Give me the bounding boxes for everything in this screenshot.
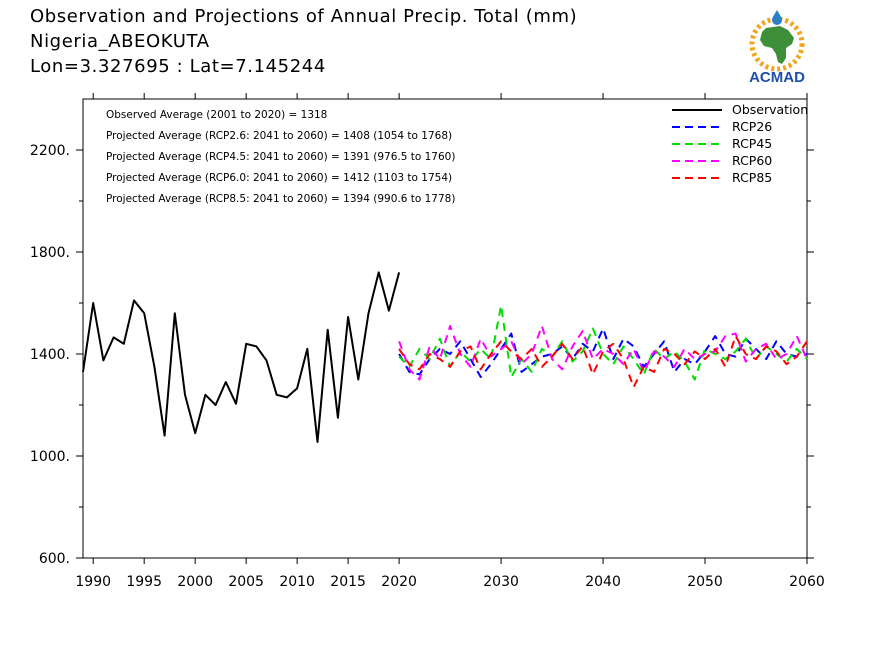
acmad-logo: ACMAD <box>749 10 805 86</box>
axis-ticks <box>76 93 814 564</box>
x-tick-label: 2010 <box>279 574 315 590</box>
x-tick-label: 1990 <box>75 574 111 590</box>
series-line-rcp45 <box>398 304 808 381</box>
chart-legend: Observation RCP26 RCP45 RCP60 RCP85 <box>672 102 808 185</box>
chart-annotations: Observed Average (2001 to 2020) = 1318 Pr… <box>106 109 455 205</box>
plot-frame <box>82 98 808 559</box>
annotation-text: Observed Average (2001 to 2020) = 1318 <box>106 109 327 121</box>
legend-label-rcp60: RCP60 <box>732 153 772 168</box>
y-tick-label: 2200. <box>30 143 70 159</box>
legend-label-rcp45: RCP45 <box>732 136 772 151</box>
sun-rays-icon <box>749 16 805 72</box>
acmad-logo-text: ACMAD <box>749 69 805 86</box>
chart-title-line-1: Observation and Projections of Annual Pr… <box>30 6 578 27</box>
annotation-text: Projected Average (RCP8.5: 2041 to 2060)… <box>106 193 455 205</box>
x-tick-label: 2020 <box>381 574 417 590</box>
y-tick-label: 1800. <box>30 245 70 261</box>
x-tick-label: 2060 <box>789 574 825 590</box>
legend-label-observation: Observation <box>732 102 808 117</box>
series-line-rcp26 <box>398 327 808 378</box>
annotation-text: Projected Average (RCP4.5: 2041 to 2060)… <box>106 151 455 163</box>
series-line-observation <box>82 271 401 443</box>
x-tick-label: 2005 <box>228 574 264 590</box>
x-tick-label: 2015 <box>330 574 366 590</box>
series-line-rcp85 <box>398 335 808 389</box>
annotation-text: Projected Average (RCP6.0: 2041 to 2060)… <box>106 172 452 184</box>
water-drop-icon <box>772 10 782 25</box>
legend-label-rcp85: RCP85 <box>732 170 772 185</box>
x-tick-label: 2050 <box>687 574 723 590</box>
africa-map-icon <box>760 26 794 64</box>
data-series <box>82 271 808 443</box>
x-tick-label: 2040 <box>585 574 621 590</box>
x-tick-label: 2000 <box>177 574 213 590</box>
axis-tick-labels: 1990 1995 2000 2005 2010 2015 2020 2030 2040 2050… <box>30 143 825 590</box>
x-tick-label: 1995 <box>126 574 162 590</box>
chart-title-line-3: Lon=3.327695 : Lat=7.145244 <box>30 56 326 77</box>
annotation-text: Projected Average (RCP2.6: 2041 to 2060)… <box>106 130 452 142</box>
legend-label-rcp26: RCP26 <box>732 119 772 134</box>
chart-title-line-2: Nigeria_ABEOKUTA <box>30 31 210 52</box>
x-tick-label: 2030 <box>483 574 519 590</box>
y-tick-label: 600. <box>39 551 70 567</box>
y-tick-label: 1000. <box>30 449 70 465</box>
y-tick-label: 1400. <box>30 347 70 363</box>
